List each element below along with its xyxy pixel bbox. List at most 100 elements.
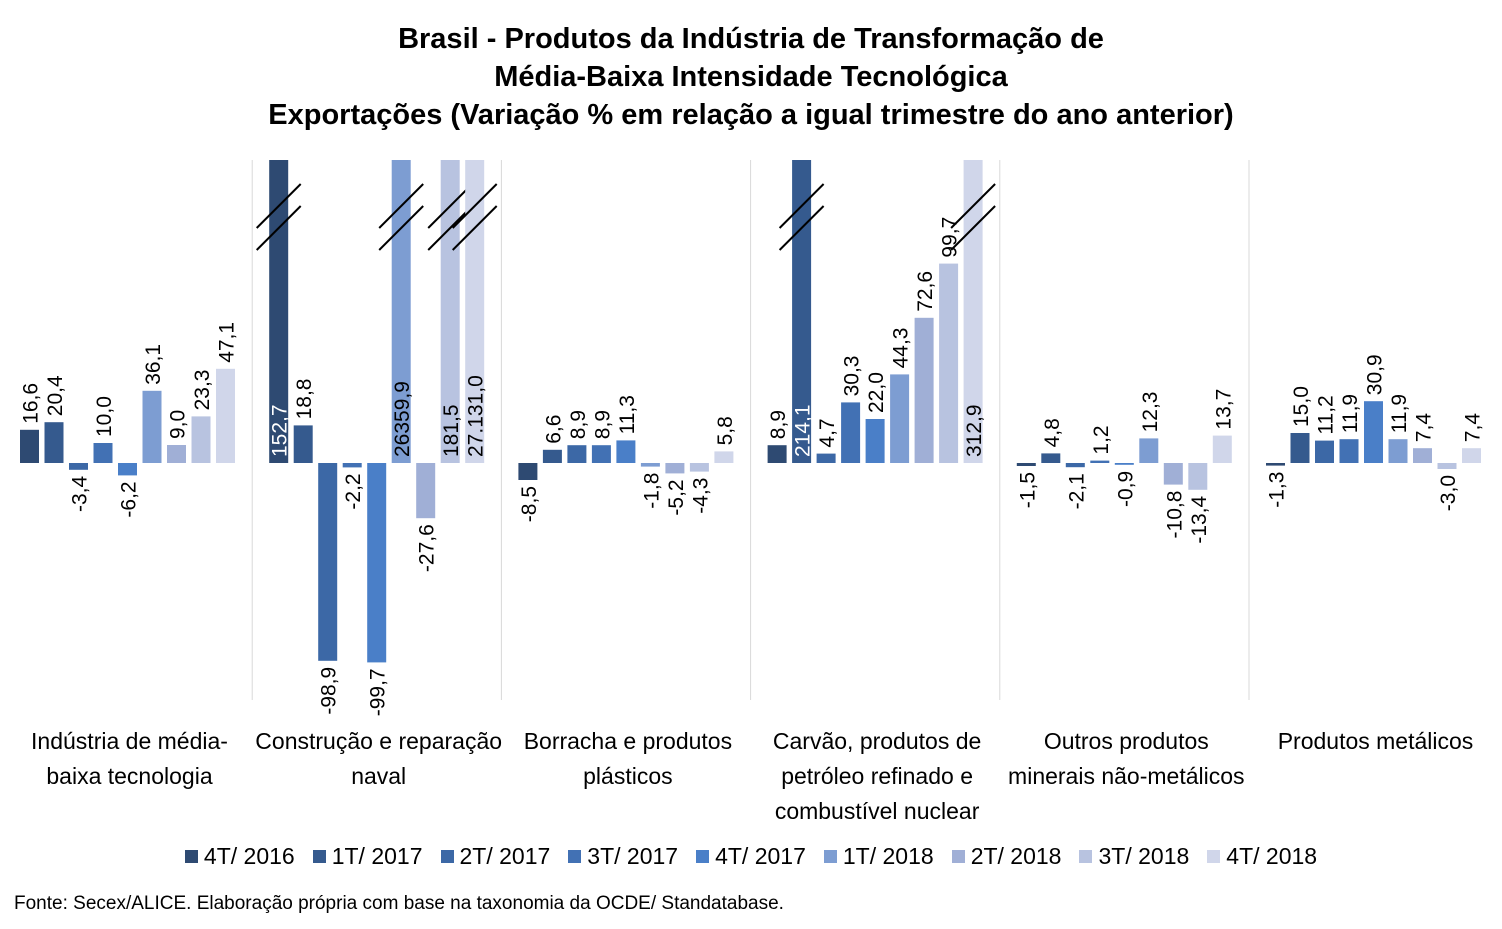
- bar: [367, 463, 387, 663]
- data-label: 22,0: [865, 372, 888, 413]
- data-label: -2,1: [1065, 473, 1088, 509]
- legend-item: 3T/ 2018: [1079, 843, 1189, 870]
- axis-break: [427, 205, 473, 251]
- bar: [939, 263, 959, 463]
- bar: [890, 374, 910, 463]
- data-label: 12,3: [1139, 392, 1162, 433]
- bar: [792, 160, 812, 463]
- bar: [1163, 463, 1183, 485]
- axis-break: [778, 205, 825, 251]
- bar: [1388, 439, 1408, 463]
- legend-swatch: [568, 850, 582, 863]
- data-label: 4,7: [816, 418, 839, 447]
- bar: [1041, 453, 1061, 463]
- data-label: 47,1: [216, 322, 239, 363]
- bar: [689, 463, 709, 472]
- data-label: 15,0: [1290, 386, 1313, 427]
- bar: [191, 416, 211, 463]
- data-label: -2,2: [342, 473, 365, 509]
- data-label: 36,1: [142, 344, 165, 385]
- legend-item: 4T/ 2017: [696, 843, 806, 870]
- bar: [1090, 460, 1110, 463]
- bar: [1462, 448, 1481, 463]
- legend-label: 4T/ 2018: [1226, 843, 1318, 869]
- data-label: 13,7: [1212, 389, 1235, 430]
- data-label: 181,5: [440, 404, 463, 457]
- data-label: 9,0: [167, 410, 190, 439]
- bar: [591, 445, 611, 463]
- data-label: 23,3: [191, 370, 214, 411]
- legend-label: 2T/ 2018: [970, 843, 1062, 869]
- data-label: -13,4: [1188, 495, 1211, 543]
- data-label: -3,0: [1437, 475, 1460, 511]
- bar: [1065, 463, 1085, 468]
- data-label: -6,2: [118, 481, 141, 517]
- bar: [1339, 439, 1359, 463]
- legend-swatch: [184, 850, 198, 863]
- legend-swatch: [951, 850, 965, 863]
- bar: [318, 463, 338, 661]
- legend-swatch: [312, 850, 326, 863]
- bar: [816, 453, 836, 463]
- bar: [93, 443, 113, 463]
- legend-label: 4T/ 2016: [203, 843, 295, 869]
- bar: [44, 422, 64, 463]
- title-line: Brasil - Produtos da Indústria de Transf…: [398, 23, 1104, 55]
- bar: [914, 317, 934, 463]
- title-line: Exportações (Variação % em relação a igu…: [268, 99, 1234, 131]
- data-label: 72,6: [914, 271, 937, 312]
- bar: [167, 445, 186, 463]
- legend-item: 2T/ 2017: [440, 843, 551, 870]
- data-label: 4,8: [1041, 418, 1064, 447]
- legend-label: 1T/ 2017: [331, 843, 423, 869]
- axis-break: [255, 183, 302, 229]
- legend-label: 4T/ 2017: [715, 843, 806, 869]
- legend-item: 4T/ 2018: [1207, 843, 1317, 870]
- data-label: 152,7: [269, 404, 292, 457]
- bar: [465, 160, 485, 463]
- data-label: 11,9: [1388, 394, 1411, 433]
- legend: 4T/ 2016 1T/ 2017 2T/ 2017 3T/ 2017 4T/ 2017…: [0, 843, 1502, 870]
- data-label: -27,6: [416, 524, 439, 572]
- legend-swatch: [440, 850, 454, 863]
- legend-item: 4T/ 2016: [184, 843, 295, 870]
- data-label: -8,5: [518, 486, 541, 522]
- data-label: 1,2: [1090, 425, 1113, 454]
- bar: [841, 402, 861, 463]
- bar: [1437, 463, 1457, 469]
- bar: [542, 449, 562, 463]
- bar: [1315, 440, 1334, 463]
- bar: [269, 160, 289, 463]
- bar: [440, 160, 460, 463]
- data-label: 27.131,0: [465, 375, 488, 457]
- data-label: -1,8: [640, 473, 663, 509]
- axis-break: [255, 205, 302, 251]
- legend-item: 1T/ 2017: [312, 843, 423, 870]
- axis-break: [427, 183, 473, 229]
- bar: [1290, 433, 1310, 463]
- bar: [69, 463, 88, 470]
- data-label: -10,8: [1163, 491, 1186, 539]
- data-label: 8,9: [567, 410, 590, 439]
- axis-break: [950, 205, 996, 251]
- data-label: -5,2: [665, 479, 688, 515]
- bar: [1364, 401, 1383, 463]
- bar: [142, 390, 162, 463]
- axis-break: [378, 183, 424, 229]
- data-label: 7,4: [1413, 413, 1436, 443]
- x-tick-label: Construção e reparação naval: [255, 728, 503, 789]
- legend-label: 2T/ 2017: [459, 843, 551, 869]
- bar: [1266, 463, 1285, 466]
- data-label: -1,3: [1266, 472, 1289, 508]
- data-label: -3,4: [69, 475, 92, 512]
- axis-break: [778, 183, 825, 229]
- x-tick-label: Borracha e produtos plásticos: [523, 728, 733, 789]
- axis-break: [451, 183, 498, 229]
- bar: [20, 429, 39, 463]
- data-label: -1,5: [1016, 472, 1039, 508]
- data-label: 30,9: [1364, 354, 1387, 395]
- data-label: -0,9: [1114, 471, 1137, 507]
- source: Fonte: Secex/ALICE. Elaboração própria c…: [14, 893, 784, 914]
